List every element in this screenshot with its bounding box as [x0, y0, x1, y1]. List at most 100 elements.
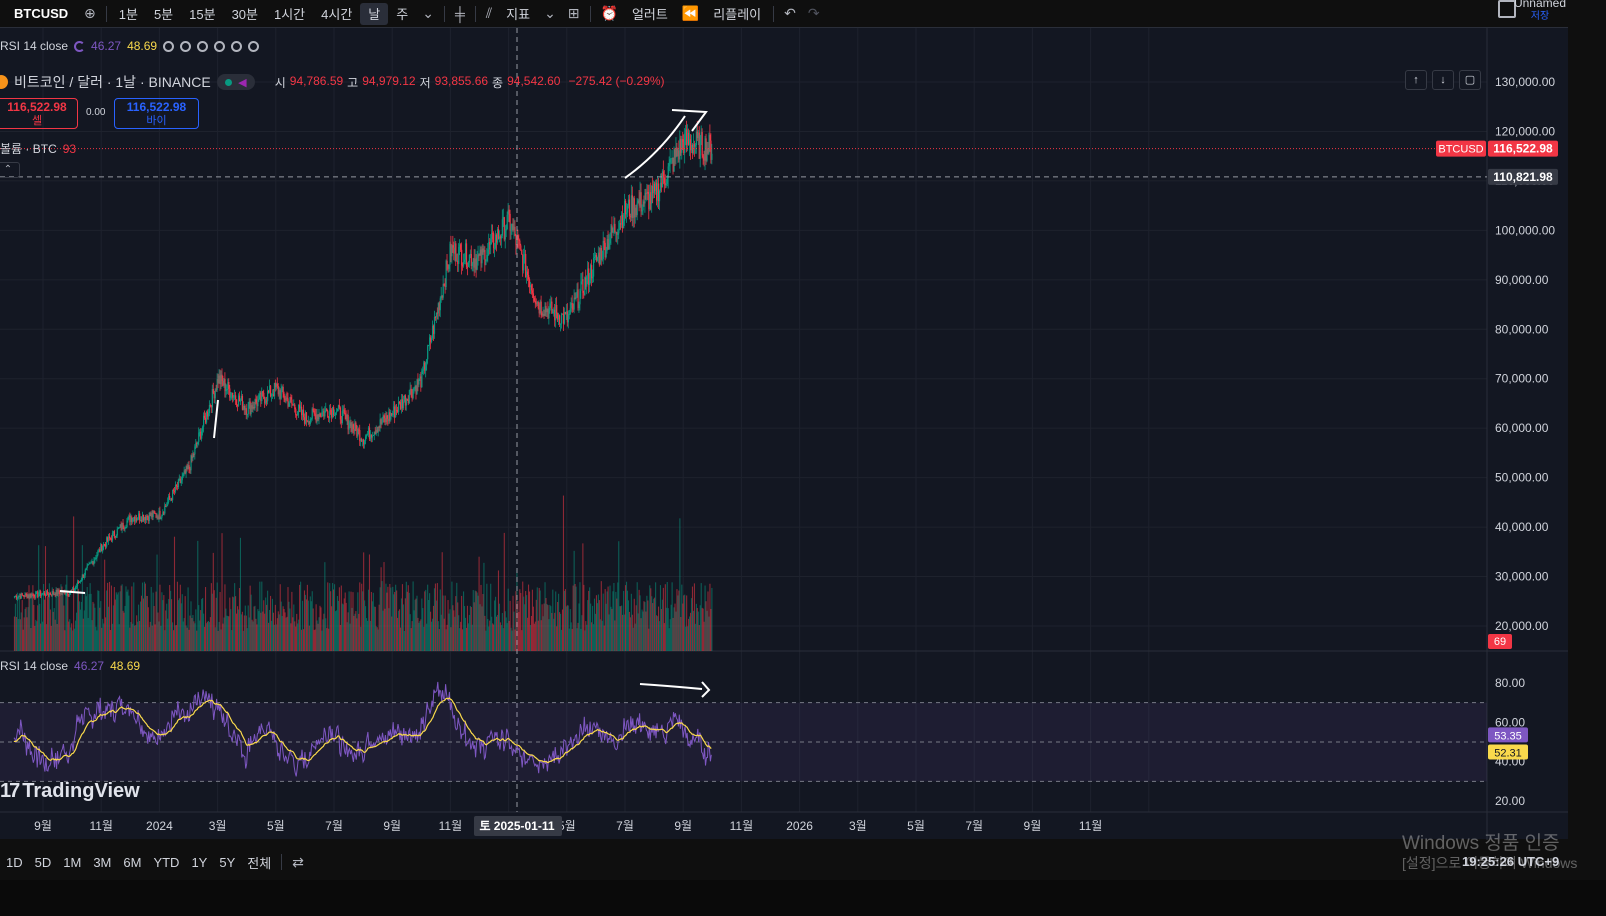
- volume-bar: [600, 581, 602, 651]
- candle-body: [79, 581, 82, 583]
- interval-1h[interactable]: 1시간: [273, 7, 306, 22]
- layout-checkbox-icon[interactable]: [1498, 0, 1516, 18]
- range-all[interactable]: 전체: [247, 855, 272, 871]
- buy-button[interactable]: 116,522.98 바이: [114, 98, 199, 129]
- candle-body: [312, 408, 314, 411]
- volume-bar: [425, 589, 427, 651]
- candle-body: [666, 177, 668, 184]
- chart-area[interactable]: 130,000.00120,000.00110,000.00100,000.00…: [0, 27, 1568, 840]
- volume-bar: [21, 600, 23, 651]
- range-6m[interactable]: 6M: [123, 854, 142, 870]
- volume-bar: [191, 618, 193, 651]
- volume-bar: [457, 602, 459, 651]
- volume-bar: [545, 598, 547, 651]
- interval-1d[interactable]: 날: [360, 2, 389, 25]
- hidden-indicator-icon[interactable]: [231, 40, 243, 52]
- range-5y[interactable]: 5Y: [219, 854, 236, 870]
- candle-body: [230, 397, 232, 399]
- layout-name[interactable]: Unnamed 저장: [1514, 0, 1566, 23]
- candle-body: [670, 158, 672, 160]
- range-3m[interactable]: 3M: [93, 854, 112, 870]
- maximize-pane-icon[interactable]: ▢: [1459, 70, 1481, 90]
- indicators-icon[interactable]: ⫽: [485, 5, 493, 21]
- volume-bar: [526, 595, 528, 651]
- candle-body: [681, 139, 683, 153]
- collapse-legend-button[interactable]: ⌃: [0, 162, 20, 178]
- candle-style-icon[interactable]: ╪: [454, 5, 465, 22]
- interval-5m[interactable]: 5분: [153, 7, 174, 22]
- goto-date-icon[interactable]: ⇄: [292, 853, 304, 870]
- hidden-indicator-icon[interactable]: [248, 40, 260, 52]
- symbol-title[interactable]: 비트코인 / 달러 · 1날 · BINANCE: [14, 74, 211, 90]
- price-chart-canvas[interactable]: 130,000.00120,000.00110,000.00100,000.00…: [0, 28, 1568, 840]
- move-up-icon[interactable]: ↑: [1405, 70, 1427, 90]
- bitcoin-icon: [0, 75, 8, 89]
- candle-body: [196, 443, 198, 445]
- interval-30m[interactable]: 30분: [231, 7, 258, 22]
- volume-tag-bg: [1488, 634, 1512, 649]
- range-1d[interactable]: 1D: [6, 854, 23, 870]
- volume-bar: [596, 603, 598, 651]
- volume-bar: [303, 590, 306, 651]
- volume-bar: [541, 604, 543, 651]
- volume-bar: [362, 591, 364, 651]
- volume-bar: [347, 612, 349, 651]
- redo-icon[interactable]: ↷: [807, 5, 820, 21]
- candle-body: [303, 417, 306, 424]
- replay-button[interactable]: 리플레이: [713, 7, 762, 22]
- volume-bar: [231, 630, 233, 651]
- interval-1m[interactable]: 1분: [118, 7, 138, 22]
- chevron-down-icon[interactable]: ⌄: [422, 5, 434, 21]
- sell-button[interactable]: 116,522.98 셀: [0, 98, 78, 129]
- tradingview-logo[interactable]: 17 TradingView: [0, 780, 140, 803]
- volume-bar: [587, 600, 589, 651]
- sell-label: 셀: [31, 115, 43, 127]
- alerts-button[interactable]: 얼러트: [631, 7, 668, 22]
- volume-bar: [314, 629, 316, 651]
- save-label[interactable]: 저장: [1530, 11, 1550, 22]
- indicators-button[interactable]: 지표: [506, 7, 531, 22]
- candle-body: [358, 429, 360, 431]
- replay-icon[interactable]: ⏪: [681, 5, 700, 21]
- symbol-search-button[interactable]: BTCUSD: [14, 6, 69, 21]
- range-1m[interactable]: 1M: [63, 854, 82, 870]
- market-status-pill[interactable]: ◀: [216, 74, 255, 90]
- candle-body: [115, 535, 117, 538]
- candle-body: [293, 404, 295, 406]
- volume-bar: [305, 599, 307, 651]
- undo-icon[interactable]: ↶: [784, 5, 796, 21]
- candle-body: [608, 243, 610, 250]
- alert-icon[interactable]: ⏰: [600, 5, 618, 21]
- templates-icon[interactable]: ⊞: [567, 5, 580, 21]
- candle-body: [138, 513, 140, 519]
- candle-body: [357, 429, 359, 437]
- volume-bar: [643, 601, 645, 651]
- hidden-indicator-icon[interactable]: [180, 40, 192, 52]
- candle-body: [691, 144, 694, 154]
- volume-bar: [528, 584, 530, 651]
- volume-bar: [137, 621, 139, 651]
- interval-15m[interactable]: 15분: [189, 7, 216, 22]
- interval-4h[interactable]: 4시간: [321, 7, 353, 22]
- volume-bar: [247, 605, 249, 651]
- candle-body: [530, 285, 533, 291]
- add-symbol-icon[interactable]: ⊕: [84, 5, 96, 21]
- candle-body: [389, 412, 391, 420]
- timezone-clock[interactable]: 19:25:26 UTC+9: [1462, 854, 1560, 869]
- candle-body: [185, 466, 187, 474]
- volume-bar: [103, 623, 105, 651]
- hidden-indicator-icon[interactable]: [163, 40, 175, 52]
- range-1y[interactable]: 1Y: [191, 854, 208, 870]
- range-5d[interactable]: 5D: [34, 854, 52, 870]
- interval-1w[interactable]: 주: [396, 7, 409, 22]
- candle-body: [305, 412, 308, 421]
- move-down-icon[interactable]: ↓: [1432, 70, 1454, 90]
- candle-body: [496, 229, 499, 243]
- volume-bar: [666, 582, 668, 651]
- candle-body: [78, 581, 81, 583]
- hidden-indicator-icon[interactable]: [214, 40, 226, 52]
- chevron-down-icon[interactable]: ⌄: [544, 5, 556, 21]
- hidden-indicator-icon[interactable]: [197, 40, 209, 52]
- candle-body: [682, 139, 684, 143]
- range-ytd[interactable]: YTD: [153, 854, 180, 870]
